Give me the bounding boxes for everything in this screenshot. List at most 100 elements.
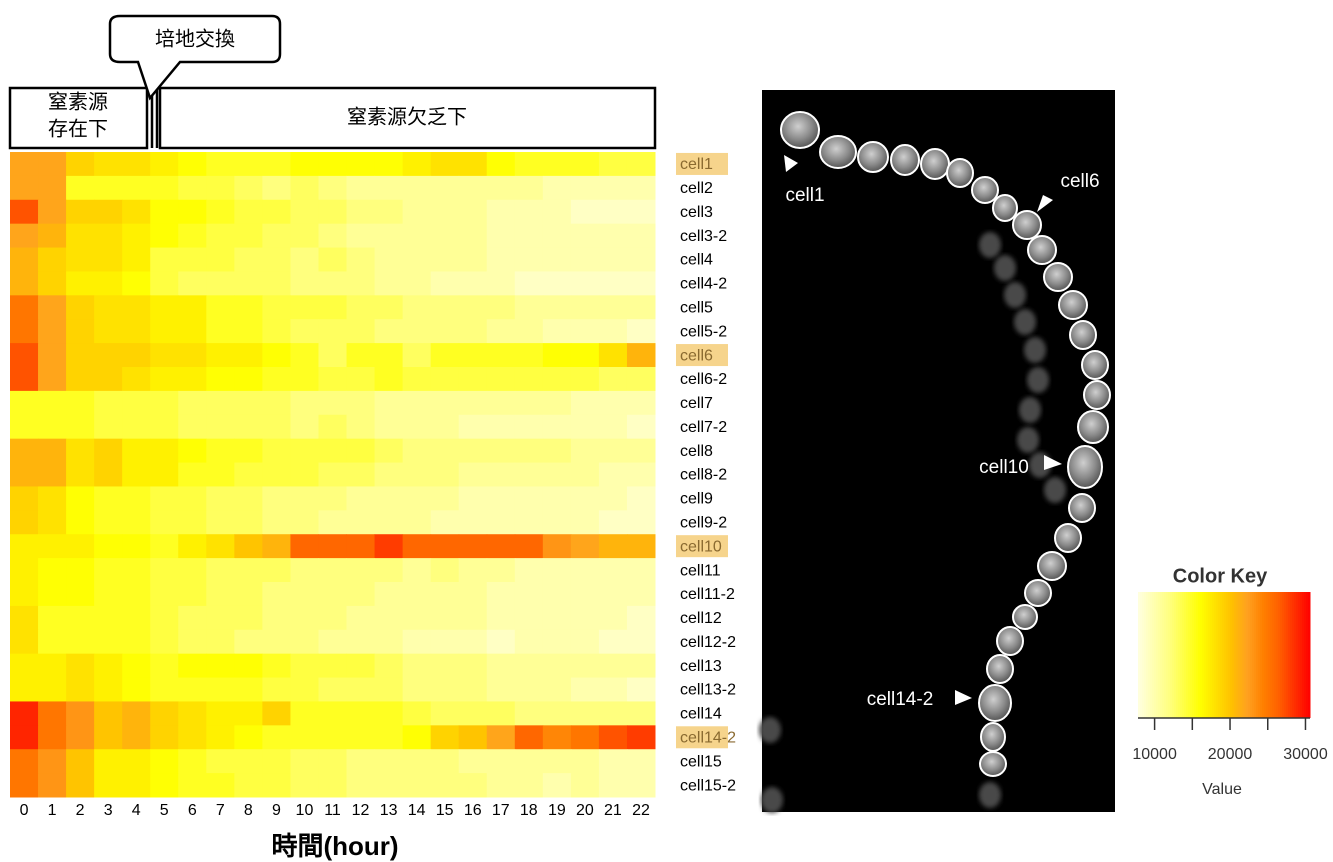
heatmap-cell — [150, 343, 179, 367]
heatmap-cell — [262, 534, 291, 558]
heatmap-cell — [403, 200, 432, 224]
heatmap-cell — [515, 725, 544, 749]
heatmap-cell — [94, 510, 123, 534]
heatmap-cell — [627, 701, 656, 725]
image-label: cell10 — [979, 457, 1029, 478]
heatmap-cell — [599, 200, 628, 224]
heatmap-cell — [543, 582, 572, 606]
heatmap-cell — [627, 224, 656, 248]
heatmap-cell — [94, 558, 123, 582]
row-label: cell12 — [680, 610, 722, 627]
heatmap-cell — [150, 654, 179, 678]
heatmap-cell — [459, 701, 488, 725]
heatmap-cell — [206, 439, 235, 463]
heatmap-cell — [290, 701, 319, 725]
heatmap-cell — [515, 295, 544, 319]
heatmap-cell — [234, 749, 263, 773]
heatmap-cell — [543, 463, 572, 487]
heatmap-cell — [543, 725, 572, 749]
heatmap-cell — [66, 773, 95, 797]
heatmap-cell — [515, 343, 544, 367]
heatmap-cell — [459, 606, 488, 630]
heatmap-cell — [290, 630, 319, 654]
heatmap-cell — [290, 176, 319, 200]
heatmap-cell — [431, 295, 460, 319]
heatmap-cell — [543, 558, 572, 582]
heatmap-cell — [290, 582, 319, 606]
heatmap-cell — [347, 295, 376, 319]
heatmap-cell — [515, 558, 544, 582]
row-label: cell13-2 — [680, 682, 736, 699]
heatmap-cell — [38, 486, 67, 510]
heatmap-cell — [347, 486, 376, 510]
heatmap-cell — [487, 439, 516, 463]
heatmap-cell — [290, 271, 319, 295]
heatmap-cell — [627, 463, 656, 487]
heatmap-cell — [178, 224, 207, 248]
heatmap-cell — [347, 271, 376, 295]
heatmap-cell — [431, 582, 460, 606]
x-tick-label: 3 — [104, 802, 113, 819]
heatmap-cell — [234, 606, 263, 630]
heatmap-cell — [150, 176, 179, 200]
heatmap-cell — [290, 725, 319, 749]
heatmap-cell — [571, 439, 600, 463]
heatmap-cell — [571, 295, 600, 319]
heatmap-cell — [178, 630, 207, 654]
heatmap-cell — [94, 319, 123, 343]
figure: 窒素源 存在下 窒素源欠乏下 培地交換 cell1 cell6 cell10 c… — [0, 0, 1333, 862]
heatmap-cell — [599, 391, 628, 415]
heatmap-cell — [403, 439, 432, 463]
heatmap-cell — [347, 510, 376, 534]
heatmap-cell — [571, 391, 600, 415]
heatmap-cell — [38, 224, 67, 248]
heatmap-cell — [459, 391, 488, 415]
heatmap-cell — [290, 606, 319, 630]
heatmap-cell — [150, 319, 179, 343]
heatmap-cell — [206, 510, 235, 534]
heatmap-cell — [290, 486, 319, 510]
heatmap-cell — [10, 439, 39, 463]
heatmap-cell — [599, 248, 628, 272]
heatmap-cell — [487, 367, 516, 391]
heatmap-cell — [459, 319, 488, 343]
heatmap-cell — [122, 510, 151, 534]
heatmap-cell — [627, 415, 656, 439]
heatmap-cell — [571, 415, 600, 439]
row-label: cell7-2 — [680, 419, 727, 436]
heatmap-cell — [431, 630, 460, 654]
heatmap-cell — [94, 486, 123, 510]
row-label: cell14 — [680, 706, 722, 723]
heatmap-cell — [571, 343, 600, 367]
heatmap-cell — [66, 367, 95, 391]
heatmap-cell — [66, 701, 95, 725]
heatmap-cell — [347, 152, 376, 176]
heatmap-cell — [627, 606, 656, 630]
heatmap-cell — [150, 678, 179, 702]
heatmap-cell — [66, 534, 95, 558]
heatmap-cell — [262, 415, 291, 439]
heatmap-cell — [262, 582, 291, 606]
faint-cell — [1019, 397, 1041, 423]
heatmap-cell — [571, 271, 600, 295]
heatmap-cell — [10, 510, 39, 534]
heatmap-cell — [38, 271, 67, 295]
heatmap-cell — [403, 152, 432, 176]
heatmap-cell — [347, 749, 376, 773]
heatmap-cell — [262, 439, 291, 463]
heatmap-cell — [627, 773, 656, 797]
heatmap-cell — [431, 319, 460, 343]
heatmap-cell — [234, 176, 263, 200]
row-label: cell8-2 — [680, 467, 727, 484]
heatmap-cell — [94, 391, 123, 415]
heatmap-cell — [290, 654, 319, 678]
heatmap-cell — [94, 224, 123, 248]
heatmap-cell — [431, 463, 460, 487]
heatmap-cell — [234, 415, 263, 439]
heatmap-cell — [38, 630, 67, 654]
heatmap-cell — [206, 773, 235, 797]
heatmap-cell — [347, 176, 376, 200]
faint-cell — [759, 717, 781, 743]
row-label: cell10 — [680, 538, 722, 555]
heatmap-cell — [487, 534, 516, 558]
